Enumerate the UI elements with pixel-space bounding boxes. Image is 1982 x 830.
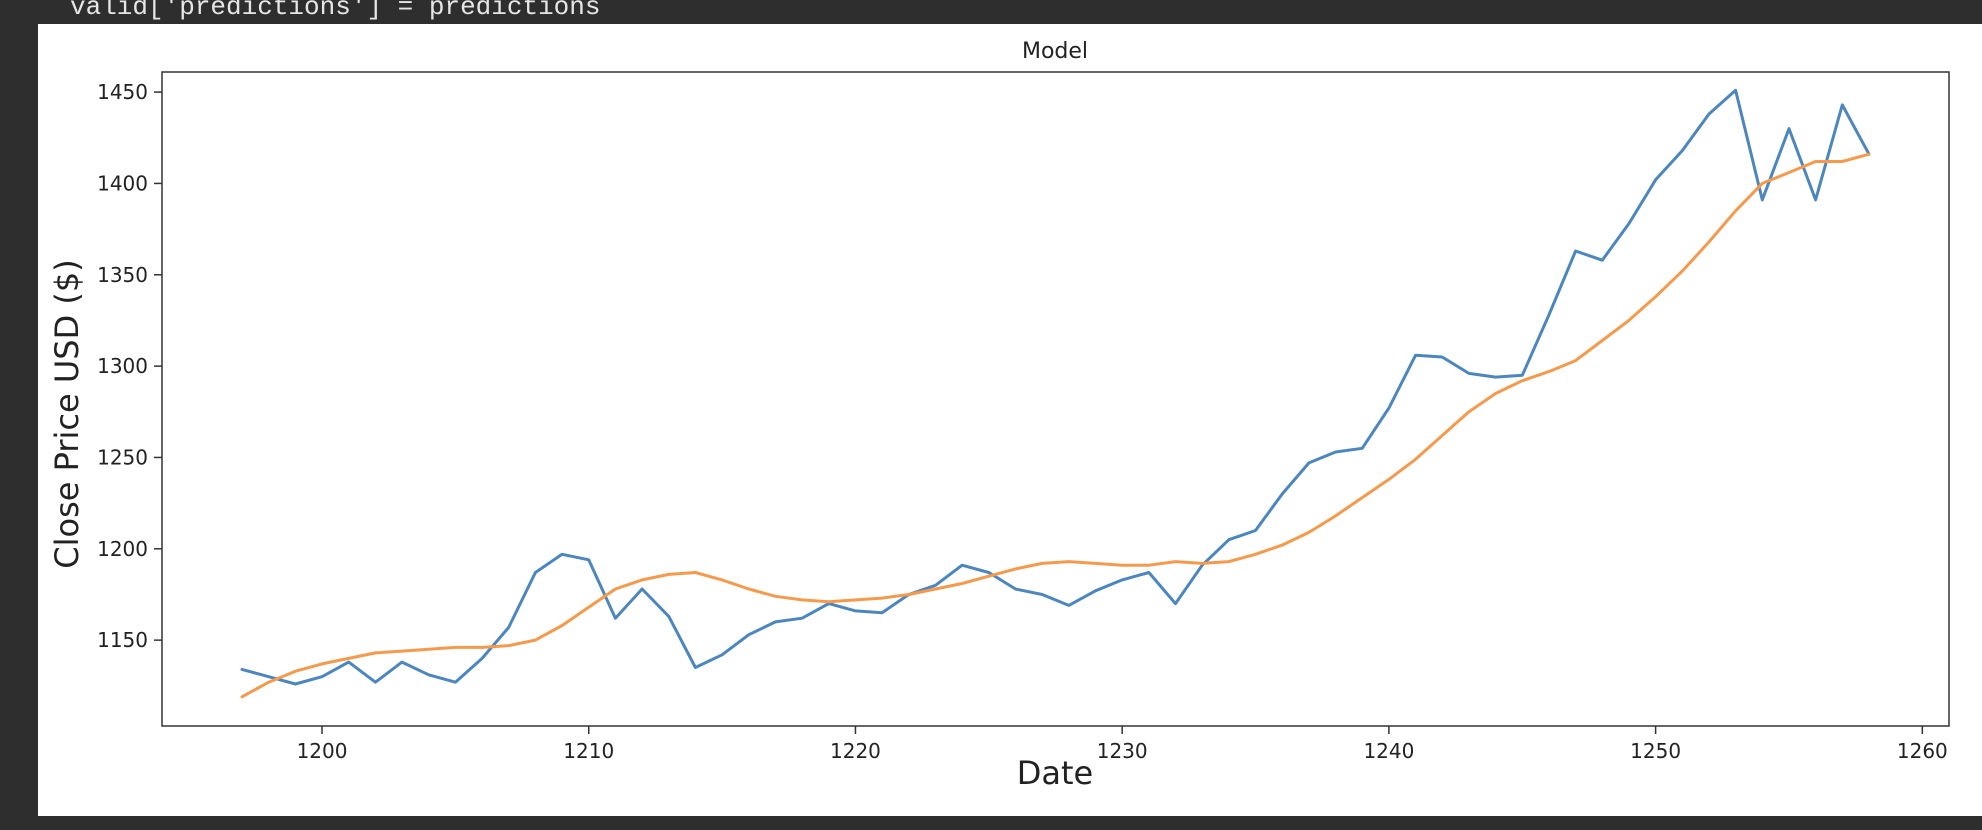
x-tick-label: 1230 <box>1097 739 1148 763</box>
y-axis-ticks: 1150 1200 1250 1300 1350 1400 1450 <box>97 80 162 652</box>
x-axis-ticks: 1200 1210 1220 1230 1240 1250 1260 <box>297 726 1948 763</box>
plot-area-frame <box>161 71 1950 727</box>
x-tick-label: 1210 <box>563 739 614 763</box>
x-tick-label: 1250 <box>1630 739 1681 763</box>
y-tick-label: 1400 <box>97 171 148 195</box>
y-tick-label: 1350 <box>97 263 148 287</box>
series-lines <box>240 88 1871 699</box>
x-tick-label: 1200 <box>297 739 348 763</box>
y-tick-label: 1300 <box>97 354 148 378</box>
x-axis-label: Date <box>1017 754 1093 792</box>
code-line: valid['predictions'] = predictions <box>70 0 601 22</box>
chart-title: Model <box>1022 39 1088 64</box>
chart-figure: Model 1150 1200 1250 1300 1350 1400 1450 1200 1… <box>38 24 1982 816</box>
y-axis-label: Close Price USD ($) <box>48 259 86 568</box>
y-tick-label: 1200 <box>97 537 148 561</box>
y-tick-label: 1250 <box>97 445 148 469</box>
y-tick-label: 1450 <box>97 80 148 104</box>
series-line-1 <box>240 88 1871 686</box>
x-tick-label: 1260 <box>1897 739 1948 763</box>
series-line-2 <box>240 152 1871 699</box>
y-tick-label: 1150 <box>97 628 148 652</box>
x-tick-label: 1220 <box>830 739 881 763</box>
x-tick-label: 1240 <box>1363 739 1414 763</box>
